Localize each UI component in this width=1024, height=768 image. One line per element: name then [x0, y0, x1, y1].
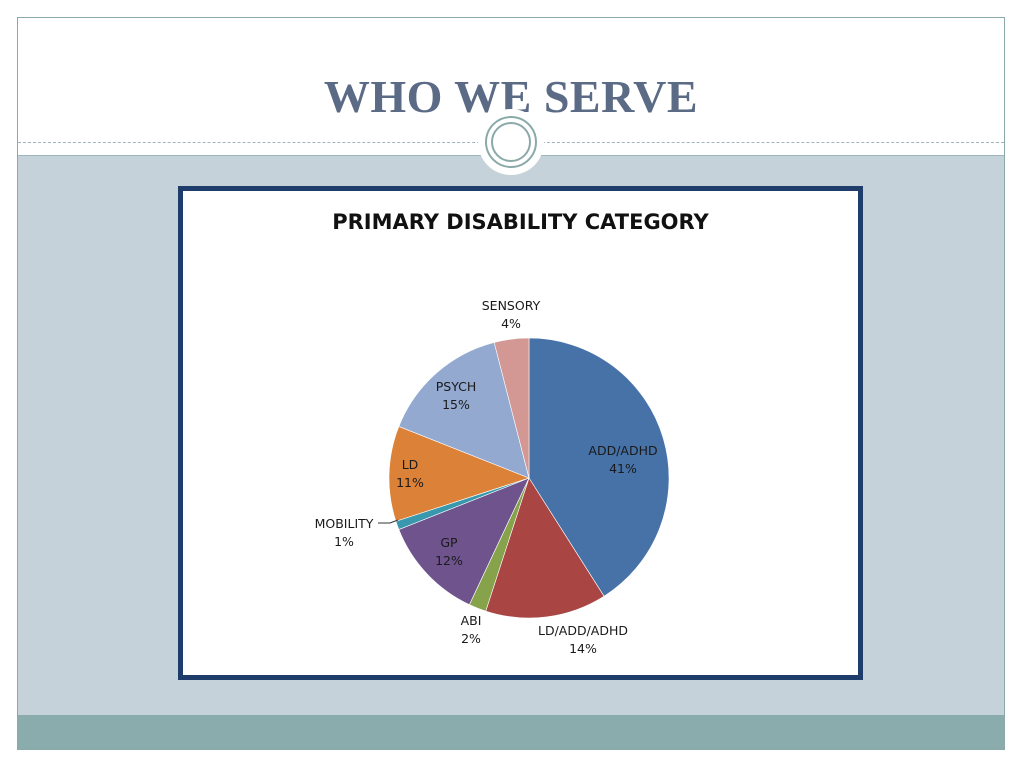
data-label-ld-add-adhd: LD/ADD/ADHD 14% — [538, 623, 628, 656]
chart-title: PRIMARY DISABILITY CATEGORY — [332, 210, 709, 234]
pie-slice-sensory — [493, 337, 530, 479]
pie-slice-psych — [398, 342, 530, 479]
ornament-ring-inner — [491, 122, 531, 162]
data-label-mobility: MOBILITY 1% — [315, 516, 374, 549]
pie-slice-ld-add-adhd — [485, 477, 605, 619]
footer-bar — [18, 715, 1004, 749]
pie-slice-ld — [388, 426, 530, 522]
data-label-sensory: SENSORY 4% — [482, 298, 541, 331]
data-label-add-adhd: ADD/ADHD 41% — [588, 443, 657, 476]
data-label-gp: GP 12% — [435, 535, 463, 568]
data-label-abi: ABI 2% — [461, 613, 482, 646]
pie-chart: ADD/ADHD 41% LD/ADD/ADHD 14% ABI 2% GP 12% MOBIL… — [315, 298, 670, 656]
chart-area: PRIMARY DISABILITY CATEGORY ADD/ADHD 41% L… — [183, 191, 858, 675]
data-label-ld: LD 11% — [396, 457, 424, 490]
data-label-psych: PSYCH 15% — [436, 379, 477, 412]
leader-line-mobility — [378, 519, 399, 524]
chart-frame: PRIMARY DISABILITY CATEGORY ADD/ADHD 41% L… — [178, 186, 863, 680]
pie-slice-add-adhd — [528, 337, 670, 597]
pie-slice-gp — [398, 477, 530, 606]
